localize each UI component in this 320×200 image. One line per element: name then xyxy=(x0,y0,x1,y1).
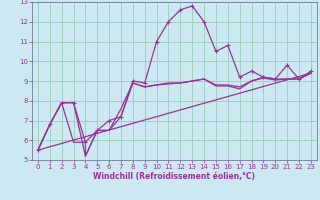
X-axis label: Windchill (Refroidissement éolien,°C): Windchill (Refroidissement éolien,°C) xyxy=(93,172,255,181)
